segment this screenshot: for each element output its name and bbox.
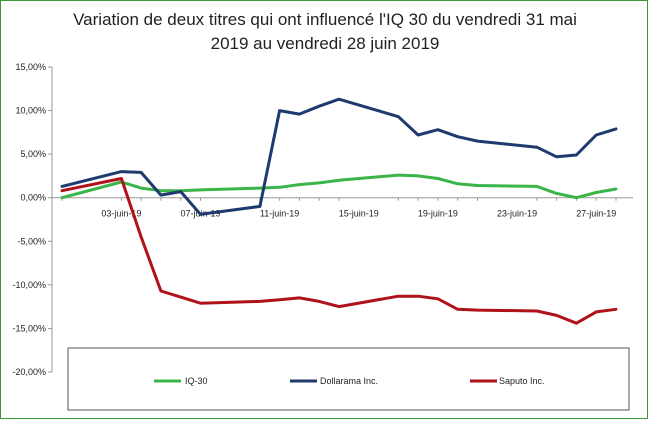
- axes: 15,00% 10,00% 5,00% 0,00% -5,00% -10,00% -15,0…: [12, 62, 633, 377]
- series-line-dollarama-inc: [60, 97, 618, 216]
- legend-label: IQ-30: [185, 376, 208, 386]
- x-tick-label: 19-juin-19: [418, 209, 458, 219]
- chart-title-line-2: 2019 au vendredi 28 juin 2019: [210, 34, 440, 53]
- legend-label: Dollarama Inc.: [320, 376, 378, 386]
- series-lines: [60, 97, 618, 325]
- y-tick-label: 10,00%: [15, 106, 46, 116]
- y-tick-label: -15,00%: [12, 323, 46, 333]
- x-tick-label: 03-juin-19: [101, 209, 141, 219]
- series-line-saputo-inc: [60, 177, 618, 325]
- y-tick-label: 0,00%: [20, 193, 46, 203]
- legend-box: [67, 347, 630, 411]
- x-tick-label: 11-juin-19: [260, 209, 299, 219]
- chart-title-line-1: Variation de deux titres qui ont influen…: [73, 10, 577, 29]
- chart-title: Variation de deux titres qui ont influen…: [0, 8, 650, 56]
- y-tick-label: -20,00%: [12, 367, 46, 377]
- legend: IQ-30 Dollarama Inc. Saputo Inc.: [67, 347, 630, 411]
- x-tick-label: 27-juin-19: [576, 209, 616, 219]
- y-tick-label: -5,00%: [17, 236, 46, 246]
- y-tick-label: 15,00%: [15, 62, 46, 72]
- y-tick-label: -10,00%: [12, 280, 46, 290]
- legend-label: Saputo Inc.: [499, 376, 545, 386]
- x-tick-label: 23-juin-19: [497, 209, 537, 219]
- x-tick-label: 15-juin-19: [339, 209, 379, 219]
- y-tick-label: 5,00%: [20, 149, 46, 159]
- series-line-iq-30: [60, 173, 618, 200]
